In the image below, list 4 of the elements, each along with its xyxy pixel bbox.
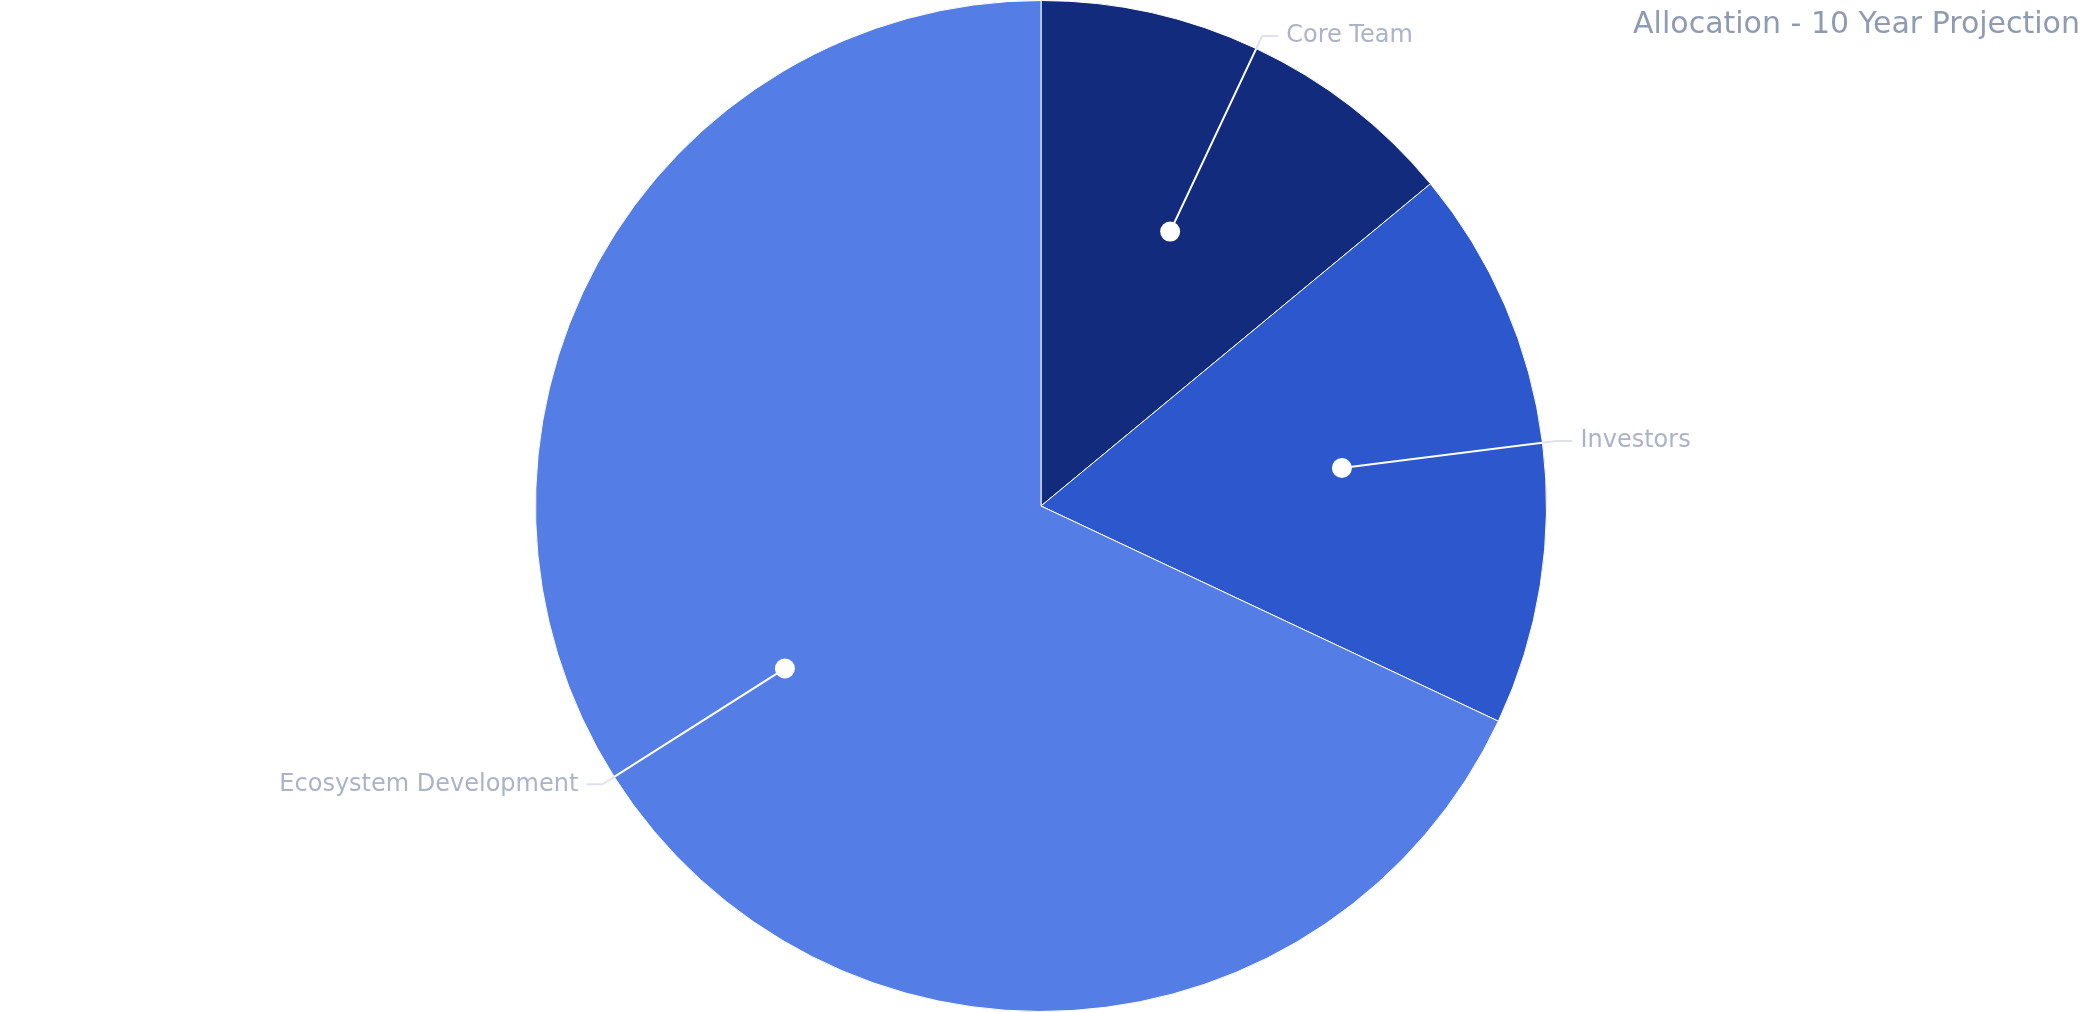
text: Allocation - 10 Year Projection [1633,4,2080,40]
slice-label: Investors [1580,425,1691,454]
slice-label: Core Team [1286,20,1413,49]
slice-label: Ecosystem Development [279,768,579,797]
